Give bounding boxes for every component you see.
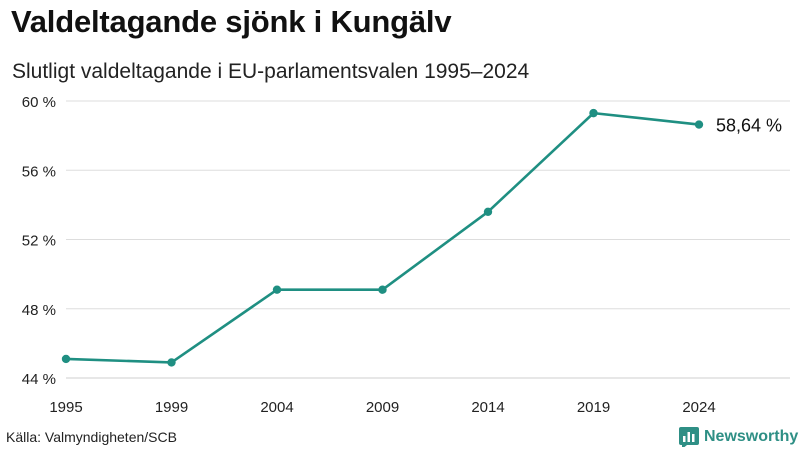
- data-point: [694, 120, 704, 129]
- y-tick-label: 52 %: [22, 233, 56, 250]
- x-tick-label: 1995: [49, 399, 82, 416]
- x-tick-label: 2019: [577, 399, 610, 416]
- data-point: [61, 354, 71, 364]
- y-tick-label: 44 %: [22, 371, 56, 388]
- chart-title: Valdeltagande sjönk i Kungälv: [11, 4, 452, 39]
- data-point: [272, 285, 282, 294]
- newsworthy-logo: Newsworthy: [679, 426, 798, 448]
- data-point: [589, 108, 598, 118]
- y-tick-label: 56 %: [22, 163, 56, 180]
- x-tick-label: 2024: [682, 399, 715, 416]
- source-note: Källa: Valmyndigheten/SCB: [6, 429, 177, 445]
- bar-chart-logo-icon: [679, 427, 699, 447]
- x-tick-label: 2014: [471, 399, 504, 416]
- x-tick-label: 2004: [260, 399, 293, 416]
- data-point: [167, 358, 176, 367]
- data-point: [378, 285, 387, 294]
- y-tick-label: 60 %: [22, 94, 56, 111]
- series-line: [64, 111, 701, 364]
- end-value-label: 58,64 %: [716, 116, 782, 136]
- x-tick-label: 1999: [155, 399, 188, 416]
- data-point: [483, 207, 493, 216]
- brand-name: Newsworthy: [704, 428, 799, 445]
- y-tick-label: 48 %: [22, 302, 56, 319]
- x-tick-label: 2009: [366, 399, 399, 416]
- chart-subtitle: Slutligt valdeltagande i EU-parlamentsva…: [12, 60, 530, 83]
